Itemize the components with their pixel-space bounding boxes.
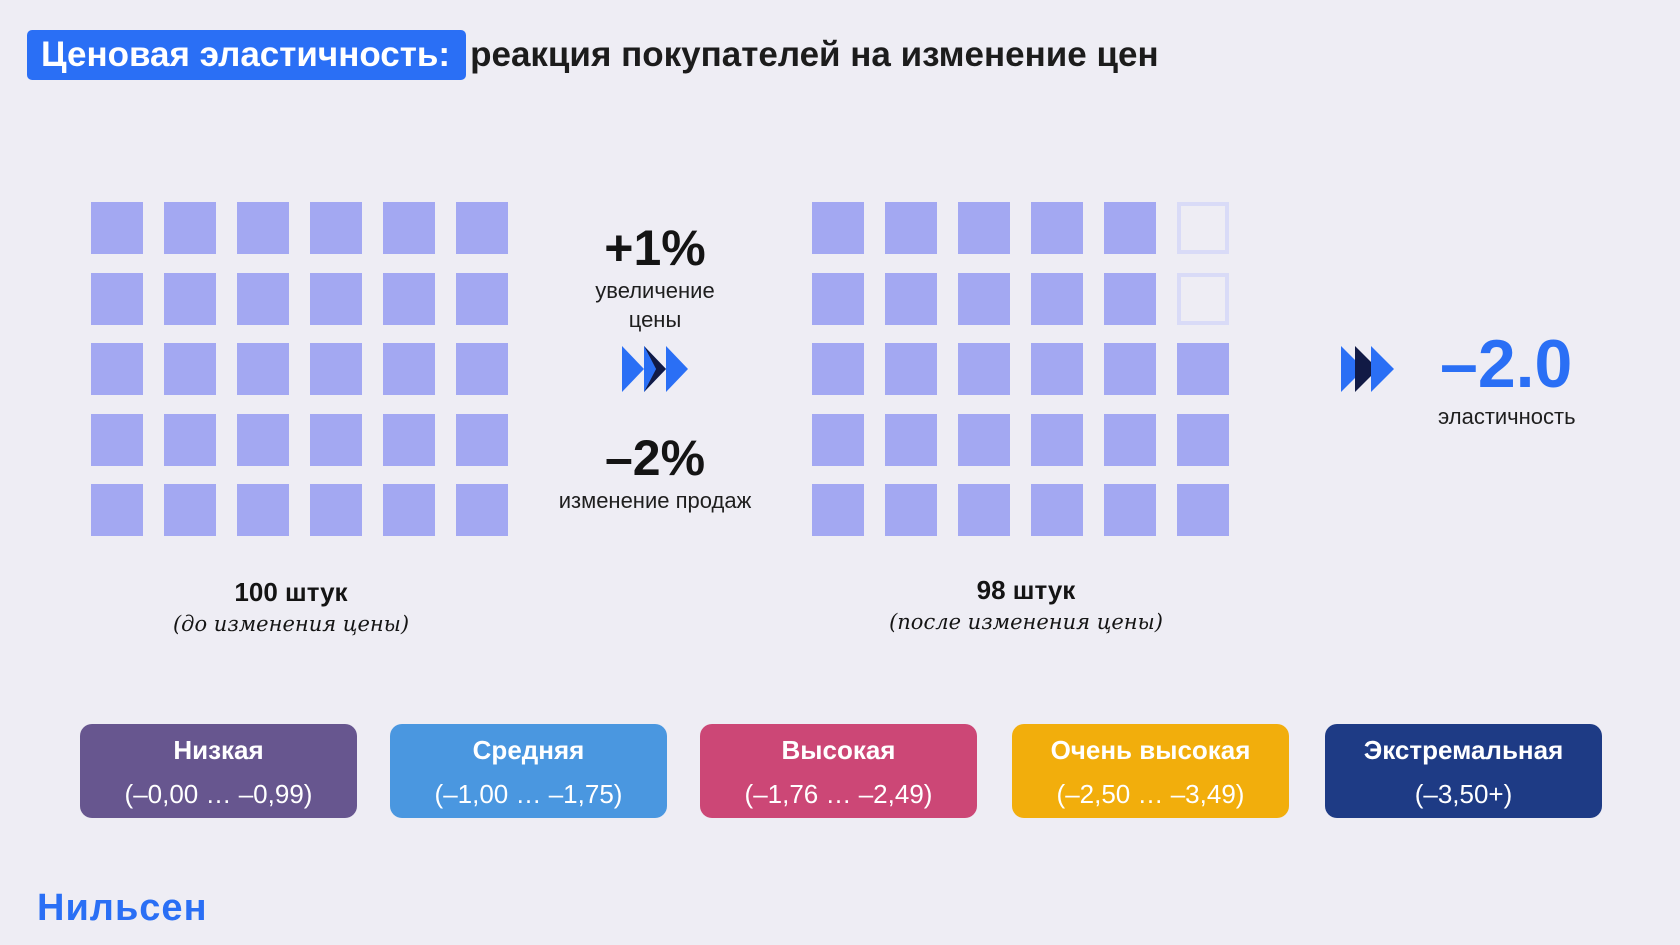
category-name: Очень высокая bbox=[1050, 735, 1251, 765]
unit-square bbox=[91, 273, 143, 325]
unit-square bbox=[885, 202, 937, 254]
unit-square bbox=[310, 202, 362, 254]
unit-square bbox=[383, 273, 435, 325]
category-medium: Средняя (–1,00 … –1,75) bbox=[390, 724, 667, 818]
brand-logo: Нильсен bbox=[37, 887, 208, 929]
unit-square bbox=[456, 414, 508, 466]
unit-square bbox=[456, 343, 508, 395]
before-count: 100 штук bbox=[234, 577, 348, 607]
category-very-high: Очень высокая (–2,50 … –3,49) bbox=[1012, 724, 1289, 818]
sales-change-block: –2% изменение продаж bbox=[535, 430, 775, 515]
unit-square bbox=[91, 343, 143, 395]
unit-square bbox=[1104, 414, 1156, 466]
unit-square bbox=[885, 343, 937, 395]
title-rest: реакция покупателей на изменение цен bbox=[470, 35, 1159, 74]
unit-square bbox=[237, 414, 289, 466]
unit-square bbox=[1031, 414, 1083, 466]
category-range: (–3,50+) bbox=[1414, 779, 1513, 809]
unit-square bbox=[958, 202, 1010, 254]
elasticity-label: эластичность bbox=[1438, 404, 1576, 429]
double-chevron-right-icon bbox=[1341, 346, 1394, 392]
unit-square bbox=[885, 484, 937, 536]
unit-square-empty bbox=[1177, 273, 1229, 325]
category-range: (–0,00 … –0,99) bbox=[124, 779, 313, 809]
unit-square bbox=[310, 484, 362, 536]
unit-square bbox=[1177, 343, 1229, 395]
unit-square bbox=[1104, 484, 1156, 536]
before-count-label: 100 штук (до изменения цены) bbox=[91, 575, 491, 639]
price-change-label-2: цены bbox=[628, 307, 682, 332]
unit-square bbox=[91, 202, 143, 254]
category-name: Экстремальная bbox=[1363, 735, 1564, 765]
double-chevron-right-icon bbox=[622, 346, 688, 392]
unit-square bbox=[237, 202, 289, 254]
unit-square bbox=[1031, 343, 1083, 395]
unit-square bbox=[164, 343, 216, 395]
category-high: Высокая (–1,76 … –2,49) bbox=[700, 724, 977, 818]
sales-change-value: –2% bbox=[604, 430, 706, 486]
unit-square bbox=[164, 414, 216, 466]
category-name: Высокая bbox=[781, 735, 896, 765]
unit-square bbox=[456, 484, 508, 536]
unit-square bbox=[958, 343, 1010, 395]
price-change-value: +1% bbox=[604, 220, 706, 276]
sales-change-label: изменение продаж bbox=[558, 488, 752, 513]
unit-square bbox=[164, 273, 216, 325]
unit-square bbox=[1177, 484, 1229, 536]
price-change-label-1: увеличение bbox=[595, 278, 715, 303]
elasticity-value: –2.0 bbox=[1440, 326, 1573, 402]
category-range: (–2,50 … –3,49) bbox=[1056, 779, 1245, 809]
unit-square bbox=[91, 414, 143, 466]
title-highlight: Ценовая эластичность: bbox=[27, 30, 467, 80]
unit-square bbox=[812, 484, 864, 536]
unit-square bbox=[1031, 484, 1083, 536]
unit-square bbox=[885, 414, 937, 466]
unit-square bbox=[164, 484, 216, 536]
unit-square bbox=[310, 273, 362, 325]
price-change-block: +1% увеличение цены bbox=[535, 220, 775, 334]
unit-square bbox=[1104, 202, 1156, 254]
unit-square bbox=[958, 273, 1010, 325]
unit-square bbox=[383, 484, 435, 536]
unit-square bbox=[456, 273, 508, 325]
unit-square bbox=[1031, 273, 1083, 325]
unit-square bbox=[310, 414, 362, 466]
unit-square bbox=[1177, 414, 1229, 466]
after-note: (после изменения цены) bbox=[889, 610, 1163, 634]
unit-square bbox=[812, 202, 864, 254]
unit-square bbox=[383, 202, 435, 254]
unit-square bbox=[812, 273, 864, 325]
unit-square bbox=[1031, 202, 1083, 254]
unit-square bbox=[456, 202, 508, 254]
unit-square bbox=[237, 484, 289, 536]
category-extreme: Экстремальная (–3,50+) bbox=[1325, 724, 1602, 818]
unit-square bbox=[164, 202, 216, 254]
category-low: Низкая (–0,00 … –0,99) bbox=[80, 724, 357, 818]
unit-square bbox=[310, 343, 362, 395]
unit-square bbox=[237, 343, 289, 395]
unit-square bbox=[885, 273, 937, 325]
category-range: (–1,00 … –1,75) bbox=[434, 779, 623, 809]
before-note: (до изменения цены) bbox=[172, 612, 410, 636]
category-range: (–1,76 … –2,49) bbox=[744, 779, 933, 809]
unit-square bbox=[958, 414, 1010, 466]
slide-title: Ценовая эластичность: реакция покупателе… bbox=[27, 30, 1159, 80]
after-count-label: 98 штук (после изменения цены) bbox=[826, 573, 1226, 637]
unit-square-empty bbox=[1177, 202, 1229, 254]
unit-square bbox=[812, 414, 864, 466]
unit-square bbox=[237, 273, 289, 325]
unit-square bbox=[383, 343, 435, 395]
category-name: Средняя bbox=[472, 735, 585, 765]
unit-square bbox=[1104, 343, 1156, 395]
unit-square bbox=[383, 414, 435, 466]
unit-square bbox=[91, 484, 143, 536]
unit-square bbox=[958, 484, 1010, 536]
category-name: Низкая bbox=[173, 735, 264, 765]
after-count: 98 штук bbox=[976, 575, 1076, 605]
unit-square bbox=[1104, 273, 1156, 325]
unit-square bbox=[812, 343, 864, 395]
